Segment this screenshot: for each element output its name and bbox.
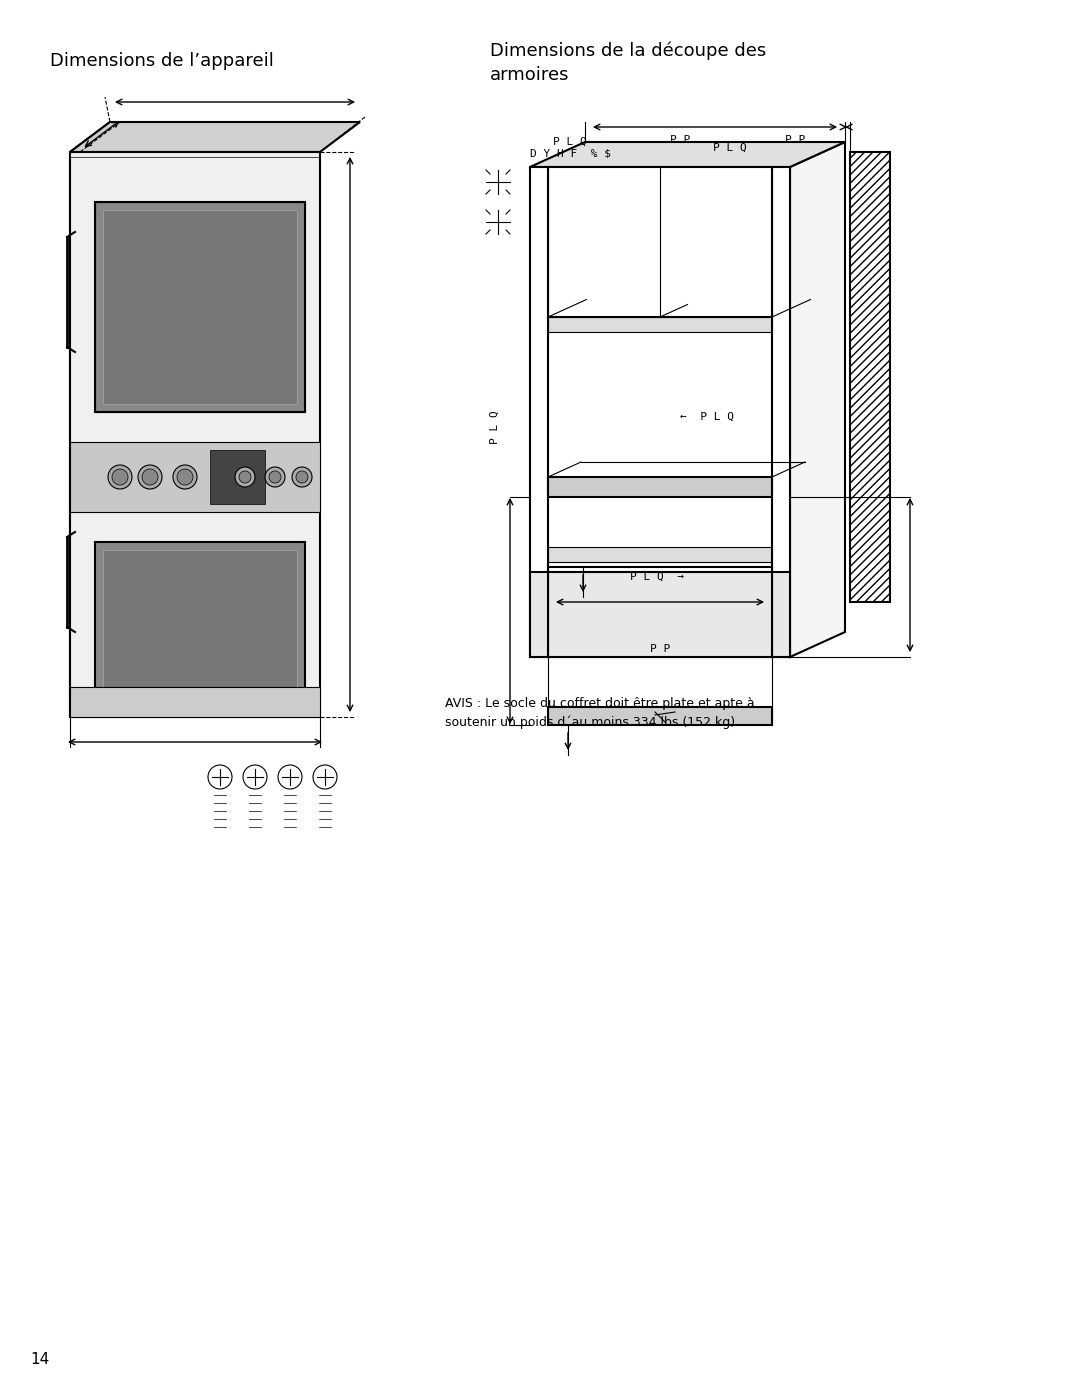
Text: P L Q: P L Q (553, 137, 586, 147)
Circle shape (235, 467, 255, 488)
Polygon shape (70, 122, 110, 717)
Text: Dimensions de la découpe des
armoires: Dimensions de la découpe des armoires (490, 42, 766, 84)
Circle shape (108, 465, 132, 489)
Polygon shape (530, 168, 789, 657)
Bar (548, 317, 772, 332)
Circle shape (138, 465, 162, 489)
Circle shape (112, 469, 129, 485)
Bar (548, 707, 772, 725)
Circle shape (296, 471, 308, 483)
Polygon shape (789, 142, 845, 657)
Polygon shape (530, 571, 789, 657)
Circle shape (173, 465, 197, 489)
Bar (548, 548, 772, 562)
Circle shape (141, 469, 158, 485)
Text: D Y H F  % $: D Y H F % $ (529, 149, 610, 159)
Text: P L Q  →: P L Q → (630, 571, 684, 583)
Text: P P: P P (785, 136, 805, 145)
Text: P P: P P (650, 644, 670, 654)
Text: Dimensions de l’appareil: Dimensions de l’appareil (50, 52, 274, 70)
Circle shape (208, 766, 232, 789)
Circle shape (265, 467, 285, 488)
Circle shape (313, 766, 337, 789)
Polygon shape (70, 152, 320, 717)
Text: P P: P P (670, 136, 690, 145)
Circle shape (269, 471, 281, 483)
Polygon shape (95, 203, 305, 412)
Text: P L Q: P L Q (713, 142, 747, 154)
Text: AVIS : Le socle du coffret doit être plate et apte à
soutenir un poids d´au moin: AVIS : Le socle du coffret doit être pla… (445, 697, 755, 729)
Text: P L Q: P L Q (490, 411, 500, 444)
Polygon shape (103, 550, 297, 704)
Text: 14: 14 (30, 1352, 50, 1368)
Text: ←  P L Q: ← P L Q (680, 412, 734, 422)
Polygon shape (103, 210, 297, 404)
Bar (210, 450, 265, 504)
Bar (70, 687, 320, 717)
Circle shape (177, 469, 193, 485)
Bar (850, 152, 890, 602)
Polygon shape (530, 142, 845, 168)
Circle shape (239, 471, 251, 483)
Polygon shape (95, 542, 305, 712)
Circle shape (243, 766, 267, 789)
Circle shape (278, 766, 302, 789)
Circle shape (292, 467, 312, 488)
Polygon shape (70, 441, 320, 511)
Polygon shape (70, 122, 360, 152)
Bar (548, 476, 772, 497)
